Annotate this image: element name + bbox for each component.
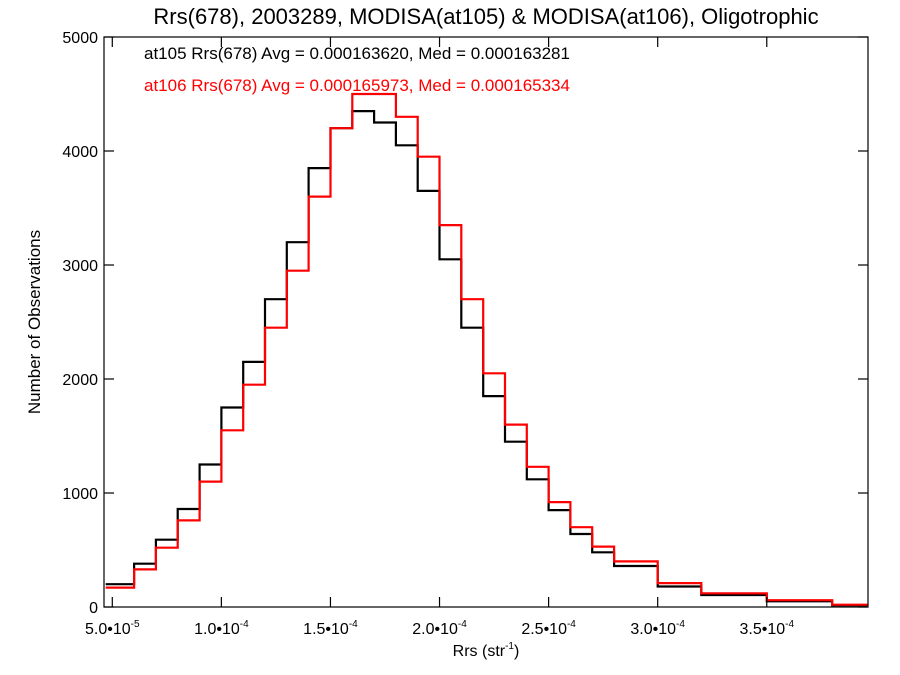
plot-frame: [103, 36, 869, 608]
x-tick-exponent: -4: [785, 619, 794, 630]
x-tick-mantissa: 1.0•10: [194, 621, 240, 638]
y-tick-label: 1000: [62, 486, 98, 503]
x-axis-label-main: Rrs (str: [453, 643, 506, 660]
x-tick-exponent: -4: [240, 619, 249, 630]
x-tick-label: 1.0•10-4: [194, 619, 249, 638]
x-tick-exponent: -4: [676, 619, 685, 630]
x-tick-mantissa: 3.0•10: [630, 621, 676, 638]
x-axis-label-tail: ): [514, 643, 519, 660]
series-layer: [105, 92, 869, 607]
x-tick-exponent: -5: [131, 619, 140, 630]
x-axis-label-sup: -1: [505, 641, 514, 652]
x-tick-label: 3.5•10-4: [739, 619, 794, 638]
y-tick-label: 3000: [62, 258, 98, 275]
x-tick-mantissa: 2.0•10: [412, 621, 458, 638]
x-tick-mantissa: 5.0•10: [85, 621, 131, 638]
legend-entry-at105: at105 Rrs(678) Avg = 0.000163620, Med = …: [144, 44, 570, 63]
legend-entry-at106: at106 Rrs(678) Avg = 0.000165973, Med = …: [144, 76, 570, 95]
y-tick-label: 4000: [62, 144, 98, 161]
x-tick-label: 3.0•10-4: [630, 619, 685, 638]
x-tick-exponent: -4: [349, 619, 358, 630]
y-axis: 0 1000 2000 3000 4000 5000: [62, 30, 868, 617]
series-at106: [105, 92, 869, 606]
x-tick-mantissa: 2.5•10: [521, 621, 567, 638]
x-tick-label: 2.5•10-4: [521, 619, 576, 638]
x-tick-label: 1.5•10-4: [303, 619, 358, 638]
y-tick-label: 2000: [62, 372, 98, 389]
x-tick-mantissa: 3.5•10: [739, 621, 785, 638]
y-tick-label: 5000: [62, 30, 98, 47]
chart-title: Rrs(678), 2003289, MODISA(at105) & MODIS…: [153, 4, 818, 29]
y-axis-label: Number of Observations: [25, 230, 44, 414]
y-tick-label: 0: [89, 600, 98, 617]
x-tick-exponent: -4: [458, 619, 467, 630]
x-tick-label: 5.0•10-5: [85, 619, 140, 638]
x-tick-label: 2.0•10-4: [412, 619, 467, 638]
x-tick-mantissa: 1.5•10: [303, 621, 349, 638]
x-axis: 5.0•10-5 1.0•10-4 1.5•10-4 2.0•10-4 2.5•10-4…: [85, 37, 794, 638]
x-axis-label: Rrs (str-1): [453, 641, 520, 660]
x-tick-exponent: -4: [567, 619, 576, 630]
